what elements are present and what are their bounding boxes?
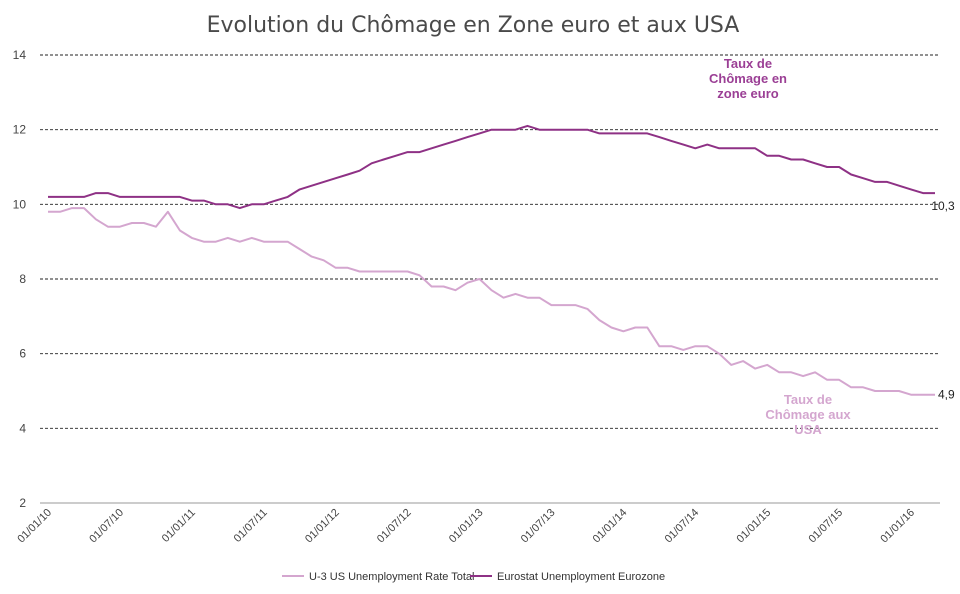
x-axis: 01/01/10 01/07/10 01/01/11 01/07/11 01/01/12… xyxy=(15,507,917,546)
y-tick-label: 2 xyxy=(19,496,26,510)
x-tick-label: 01/07/12 xyxy=(375,507,414,546)
us-unemployment-line xyxy=(48,207,935,396)
usa-annotation: Taux de Chômage aux USA xyxy=(765,392,851,437)
y-axis: 2 4 6 8 10 12 14 xyxy=(13,48,940,510)
y-tick-label: 6 xyxy=(19,347,26,361)
x-tick-label: 01/01/15 xyxy=(735,507,774,546)
x-tick-label: 01/07/11 xyxy=(232,507,270,545)
eurozone-annotation-line: Chômage en xyxy=(709,71,787,86)
x-tick-label: 01/07/14 xyxy=(663,507,702,546)
x-tick-label: 01/01/10 xyxy=(15,507,54,546)
x-tick-label: 01/01/11 xyxy=(160,507,198,545)
usa-annotation-line: Taux de xyxy=(784,392,832,407)
legend: U-3 US Unemployment Rate Total Eurostat U… xyxy=(282,571,665,583)
y-tick-label: 10 xyxy=(13,197,27,211)
x-tick-label: 01/01/13 xyxy=(447,507,486,546)
eurozone-unemployment-line xyxy=(48,124,935,210)
eurozone-annotation: Taux de Chômage en zone euro xyxy=(709,56,787,101)
legend-label: U-3 US Unemployment Rate Total xyxy=(309,571,474,583)
usa-annotation-line: USA xyxy=(794,422,822,437)
x-tick-label: 01/01/14 xyxy=(591,507,630,546)
x-tick-label: 01/07/13 xyxy=(519,507,558,546)
eurozone-annotation-line: Taux de xyxy=(724,56,772,71)
legend-label: Eurostat Unemployment Eurozone xyxy=(497,571,665,583)
us-end-label: 4,9 xyxy=(938,388,955,402)
eurozone-end-label: 10,3 xyxy=(931,199,955,213)
y-tick-label: 14 xyxy=(13,48,27,62)
x-tick-label: 01/01/16 xyxy=(878,507,917,546)
y-tick-label: 8 xyxy=(19,272,26,286)
grid-layer xyxy=(40,54,940,429)
usa-annotation-line: Chômage aux xyxy=(765,407,851,422)
y-tick-label: 4 xyxy=(19,421,26,435)
y-tick-label: 12 xyxy=(13,123,27,137)
eurozone-annotation-line: zone euro xyxy=(717,86,778,101)
x-tick-label: 01/01/12 xyxy=(303,507,342,546)
x-tick-label: 01/07/10 xyxy=(87,507,126,546)
series-layer xyxy=(48,124,935,396)
chart-title: Evolution du Chômage en Zone euro et aux… xyxy=(207,13,740,38)
x-tick-label: 01/07/15 xyxy=(806,507,845,546)
